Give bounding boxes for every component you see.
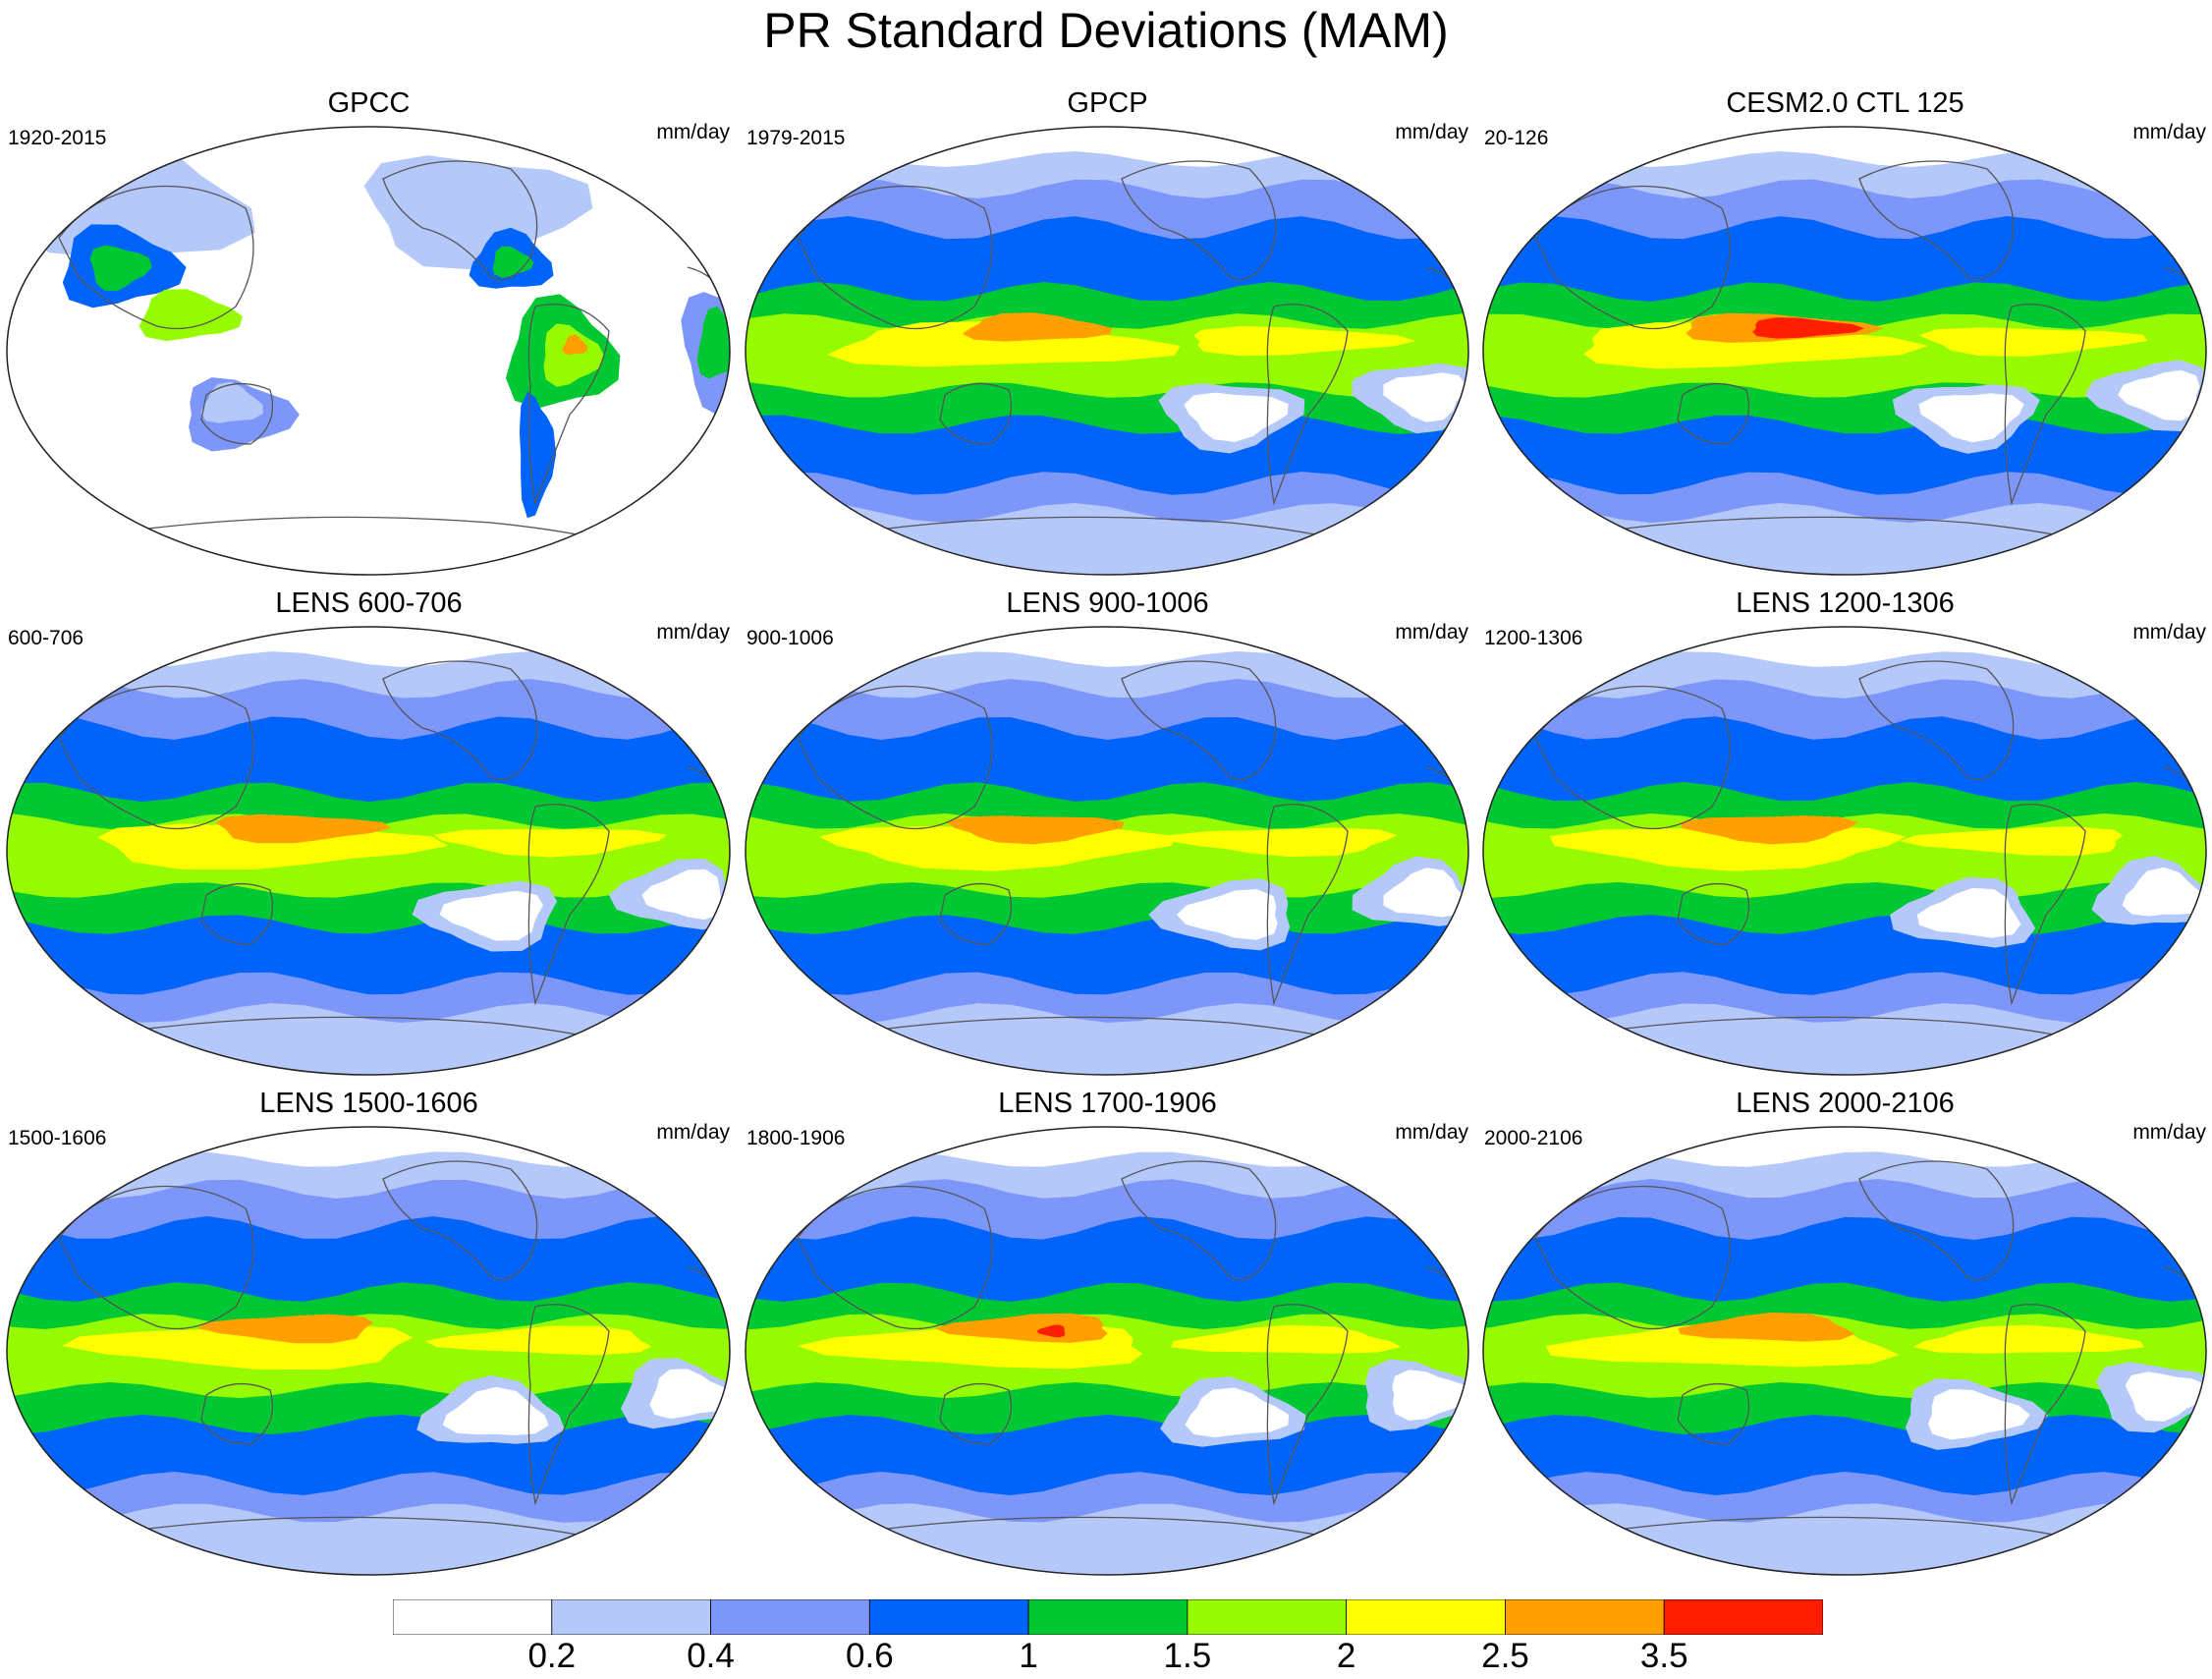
panel-period: 1979-2015 <box>747 127 846 149</box>
colorbar-tick-label: 0.2 <box>527 1637 577 1675</box>
colorbar-swatch <box>1346 1599 1506 1635</box>
panel-title: LENS 1500-1606 <box>259 1088 478 1119</box>
panel-period: 600-706 <box>8 627 84 649</box>
panel-title: GPCC <box>327 87 411 119</box>
map-panel: CESM2.0 CTL 125 20-126 mm/day <box>1476 86 2212 578</box>
panel-period: 2000-2106 <box>1484 1127 1583 1149</box>
panel-units: mm/day <box>656 1121 730 1144</box>
panel-period: 1500-1606 <box>8 1127 107 1149</box>
panel-units: mm/day <box>1395 121 1468 143</box>
world-map <box>1482 1126 2207 1576</box>
world-map <box>6 126 731 576</box>
panel-units: mm/day <box>2132 121 2206 143</box>
panel-units: mm/day <box>2132 621 2206 644</box>
map-panel: GPCP 1979-2015 mm/day <box>739 86 1476 578</box>
colorbar-swatch <box>868 1599 1029 1635</box>
world-map <box>6 1126 731 1576</box>
panel-units: mm/day <box>2132 1121 2206 1144</box>
world-map <box>1482 626 2207 1076</box>
colorbar <box>393 1599 1823 1635</box>
panel-units: mm/day <box>656 121 730 143</box>
colorbar-tick-label: 1 <box>1019 1637 1038 1675</box>
panel-units: mm/day <box>656 621 730 644</box>
panel-units: mm/day <box>1395 1121 1468 1144</box>
world-map <box>745 626 1469 1076</box>
colorbar-swatch <box>1505 1599 1665 1635</box>
panel-period: 1920-2015 <box>8 127 107 149</box>
world-map <box>1482 126 2207 576</box>
figure-title: PR Standard Deviations (MAM) <box>763 3 1449 58</box>
world-map <box>745 1126 1469 1576</box>
map-panel: LENS 600-706 600-706 mm/day <box>0 587 738 1078</box>
colorbar-tick-label: 3.5 <box>1639 1637 1688 1675</box>
panel-period: 20-126 <box>1484 127 1549 149</box>
panel-title: LENS 900-1006 <box>1006 588 1209 619</box>
map-panel: LENS 2000-2106 2000-2106 mm/day <box>1476 1087 2212 1578</box>
map-panel: LENS 900-1006 900-1006 mm/day <box>739 587 1476 1078</box>
map-panel: LENS 1700-1906 1800-1906 mm/day <box>739 1087 1476 1578</box>
panel-period: 1800-1906 <box>747 1127 846 1149</box>
colorbar-tick-label: 2.5 <box>1481 1637 1529 1675</box>
colorbar-tick-label: 2 <box>1336 1637 1356 1675</box>
panel-period: 1200-1306 <box>1484 627 1583 649</box>
colorbar-swatch <box>393 1599 553 1635</box>
colorbar-swatch <box>1187 1599 1348 1635</box>
colorbar-swatch <box>1027 1599 1189 1635</box>
map-panel: LENS 1500-1606 1500-1606 mm/day <box>0 1087 738 1578</box>
colorbar-swatch <box>710 1599 870 1635</box>
map-panel: LENS 1200-1306 1200-1306 mm/day <box>1476 587 2212 1078</box>
panel-title: CESM2.0 CTL 125 <box>1726 87 1964 119</box>
colorbar-swatch <box>551 1599 711 1635</box>
colorbar-swatch <box>1663 1599 1823 1635</box>
colorbar-tick-label: 0.4 <box>687 1637 735 1675</box>
panel-title: LENS 1200-1306 <box>1736 588 1955 619</box>
colorbar-tick-label: 0.6 <box>846 1637 894 1675</box>
panel-title: LENS 1700-1906 <box>998 1088 1217 1119</box>
panel-units: mm/day <box>1395 621 1468 644</box>
map-panel: GPCC 1920-2015 mm/day <box>0 86 738 578</box>
world-map <box>6 626 731 1076</box>
panel-title: GPCP <box>1067 87 1148 119</box>
panel-title: LENS 2000-2106 <box>1736 1088 1955 1119</box>
panel-period: 900-1006 <box>747 627 834 649</box>
world-map <box>745 126 1469 576</box>
colorbar-tick-label: 1.5 <box>1163 1637 1212 1675</box>
panel-title: LENS 600-706 <box>275 588 463 619</box>
